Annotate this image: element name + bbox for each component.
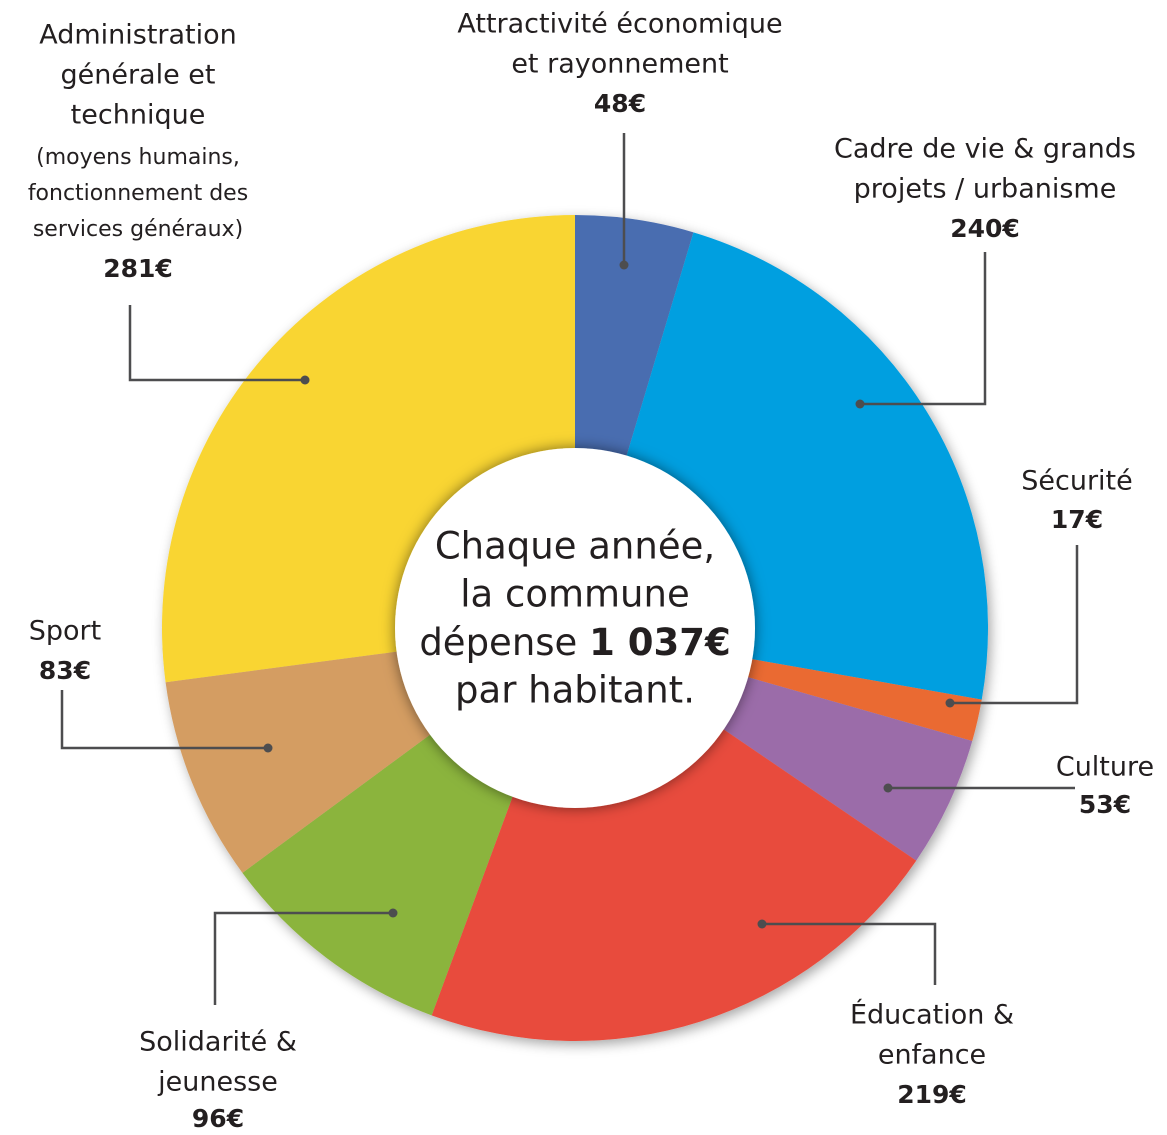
labels: Attractivité économique et rayonnement 48€… [28, 9, 1154, 1134]
slice-label: Sécurité [1021, 466, 1133, 497]
slice [575, 215, 694, 461]
slice-label: services généraux) [33, 217, 243, 242]
center-text: par habitant. [455, 669, 695, 712]
leader-line [860, 252, 987, 406]
slice-label: générale et [60, 60, 215, 91]
slice-label: Sport [29, 616, 101, 647]
leader-dot [945, 698, 955, 708]
leader-line [950, 545, 1079, 705]
leader-dot [883, 783, 893, 793]
value-label: 53€ [1079, 790, 1131, 819]
slice-label: Éducation & [850, 999, 1014, 1031]
slice [625, 232, 989, 700]
center-text: la commune [460, 573, 689, 616]
leader-line [213, 911, 393, 1005]
slice-label: technique [71, 100, 206, 131]
value-label: 281€ [103, 254, 173, 283]
value-label: 240€ [950, 214, 1020, 243]
leader-dot [757, 919, 767, 929]
center-text: dépense 1 037€ [419, 621, 730, 664]
slice [242, 731, 515, 1016]
leader-dot [300, 375, 310, 385]
slice [161, 215, 575, 683]
slice-label: Administration [39, 20, 237, 51]
center-text: Chaque année, [435, 525, 715, 568]
donut [161, 215, 989, 1042]
center-text: dépense [419, 621, 589, 664]
slice [743, 658, 982, 742]
slice-label: enfance [878, 1040, 986, 1071]
leader-line [762, 922, 937, 985]
value-label: 96€ [192, 1104, 244, 1133]
leader-line [60, 690, 268, 750]
value-label: 17€ [1051, 505, 1103, 534]
value-label: 48€ [594, 89, 646, 118]
slice-label: Culture [1056, 752, 1154, 783]
slice-label: jeunesse [157, 1067, 278, 1098]
leader-dot [855, 399, 865, 409]
leader-dot [388, 908, 398, 918]
slice [719, 675, 973, 861]
leader-line [128, 305, 305, 382]
slice [165, 651, 435, 873]
donut-hole [395, 448, 755, 808]
slice-label: et rayonnement [511, 49, 728, 80]
slice-label: Attractivité économique [457, 9, 782, 40]
center-total: 1 037€ [589, 621, 731, 664]
slice-label: fonctionnement des [28, 181, 248, 206]
leader-dot [263, 743, 273, 753]
leader-dot [619, 260, 629, 270]
slice-label: Solidarité & [139, 1027, 297, 1058]
value-label: 83€ [39, 656, 91, 685]
leaders [60, 133, 1079, 1005]
slice-label: (moyens humains, [36, 145, 240, 170]
slice-label: projets / urbanisme [854, 174, 1117, 205]
value-label: 219€ [897, 1080, 967, 1109]
slice-label: Cadre de vie & grands [834, 134, 1136, 165]
